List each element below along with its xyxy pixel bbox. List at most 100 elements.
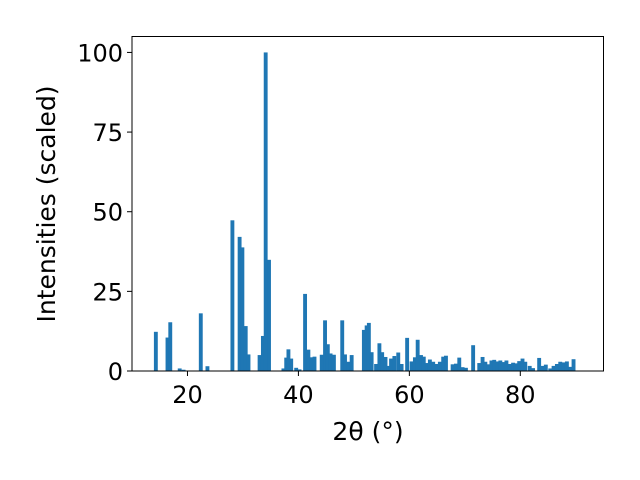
bar-41 <box>380 352 385 371</box>
bar-74 <box>498 360 503 371</box>
bar-69 <box>483 361 488 371</box>
bar-79 <box>513 363 518 371</box>
bar-66 <box>471 345 476 371</box>
bar-39 <box>374 363 379 371</box>
bar-54 <box>425 363 430 371</box>
bar-33 <box>346 361 351 371</box>
bar-75 <box>501 362 506 371</box>
bar-71 <box>489 360 494 371</box>
bar-32 <box>343 354 347 371</box>
bar-61 <box>450 364 455 371</box>
bar-14 <box>263 52 268 372</box>
bar-35 <box>361 329 366 371</box>
bar-24 <box>309 357 314 371</box>
bar-2 <box>168 322 173 371</box>
bar-21 <box>297 369 302 371</box>
bar-44 <box>389 358 393 371</box>
bar-55 <box>427 359 432 371</box>
bar-68 <box>480 356 485 371</box>
bar-51 <box>415 339 420 371</box>
bar-15 <box>267 259 271 371</box>
bar-5 <box>198 313 203 371</box>
bar-10 <box>243 326 248 371</box>
bar-58 <box>437 361 442 371</box>
bar-17 <box>284 357 289 371</box>
bar-65 <box>463 367 468 371</box>
bar-78 <box>511 362 516 371</box>
bar-25 <box>312 356 317 371</box>
bar-28 <box>325 344 330 371</box>
y-tick-label: 50 <box>92 199 123 227</box>
bar-60 <box>444 355 448 371</box>
bar-50 <box>412 357 417 371</box>
bar-12 <box>257 355 262 371</box>
x-tick-label: 40 <box>283 381 314 409</box>
bar-46 <box>396 352 401 371</box>
x-tick-label: 80 <box>505 381 536 409</box>
bar-1 <box>165 337 170 371</box>
bar-59 <box>441 356 446 371</box>
bar-6 <box>205 366 210 371</box>
bar-52 <box>419 355 423 371</box>
bar-62 <box>454 363 458 371</box>
bar-92 <box>561 362 566 371</box>
bar-13 <box>260 335 265 371</box>
bar-85 <box>537 357 542 371</box>
y-tick-label: 0 <box>108 358 123 386</box>
y-tick-label: 100 <box>77 39 123 67</box>
bar-31 <box>340 320 345 371</box>
bar-43 <box>386 365 391 371</box>
bar-37 <box>366 322 371 371</box>
bar-7 <box>230 220 235 371</box>
bar-95 <box>571 359 576 371</box>
bar-56 <box>431 361 436 371</box>
bars-group <box>153 52 576 372</box>
bar-47 <box>399 363 404 371</box>
bar-67 <box>477 363 482 371</box>
bar-29 <box>328 353 333 371</box>
bar-94 <box>568 366 573 371</box>
y-tick-label: 25 <box>92 278 123 306</box>
bar-89 <box>551 365 556 371</box>
y-tick-label: 75 <box>92 119 123 147</box>
y-axis-ticks: 0 25 50 75 100 <box>77 39 132 386</box>
bar-90 <box>554 363 559 371</box>
bar-40 <box>377 343 382 371</box>
bar-18 <box>286 349 291 371</box>
bar-87 <box>543 364 548 371</box>
x-tick-label: 60 <box>394 381 425 409</box>
bar-83 <box>527 365 532 371</box>
bar-91 <box>558 361 563 371</box>
bar-42 <box>383 356 388 371</box>
plot-frame <box>131 36 604 372</box>
bar-72 <box>492 359 497 371</box>
y-axis-label: Intensities (scaled) <box>32 85 61 322</box>
bar-4 <box>181 369 186 371</box>
bar-77 <box>507 363 512 371</box>
x-axis-ticks: 20 40 60 80 <box>172 371 536 409</box>
bar-81 <box>520 358 525 371</box>
bar-76 <box>504 360 509 371</box>
bar-73 <box>495 361 500 371</box>
bar-70 <box>486 364 491 371</box>
bar-36 <box>364 325 369 371</box>
bar-8 <box>237 236 242 371</box>
bar-16 <box>281 368 286 371</box>
bar-11 <box>246 354 251 371</box>
bar-38 <box>369 352 374 371</box>
bar-48 <box>405 337 410 371</box>
bar-57 <box>434 363 439 371</box>
bar-22 <box>303 293 308 371</box>
bar-34 <box>349 355 354 371</box>
bar-27 <box>323 320 327 371</box>
bar-64 <box>460 367 465 371</box>
bar-20 <box>294 367 299 371</box>
bar-3 <box>177 368 182 371</box>
bar-49 <box>409 361 414 371</box>
bar-26 <box>319 354 324 371</box>
bar-45 <box>392 356 397 371</box>
bar-30 <box>331 354 336 371</box>
bar-82 <box>523 361 528 371</box>
bar-19 <box>289 358 294 371</box>
